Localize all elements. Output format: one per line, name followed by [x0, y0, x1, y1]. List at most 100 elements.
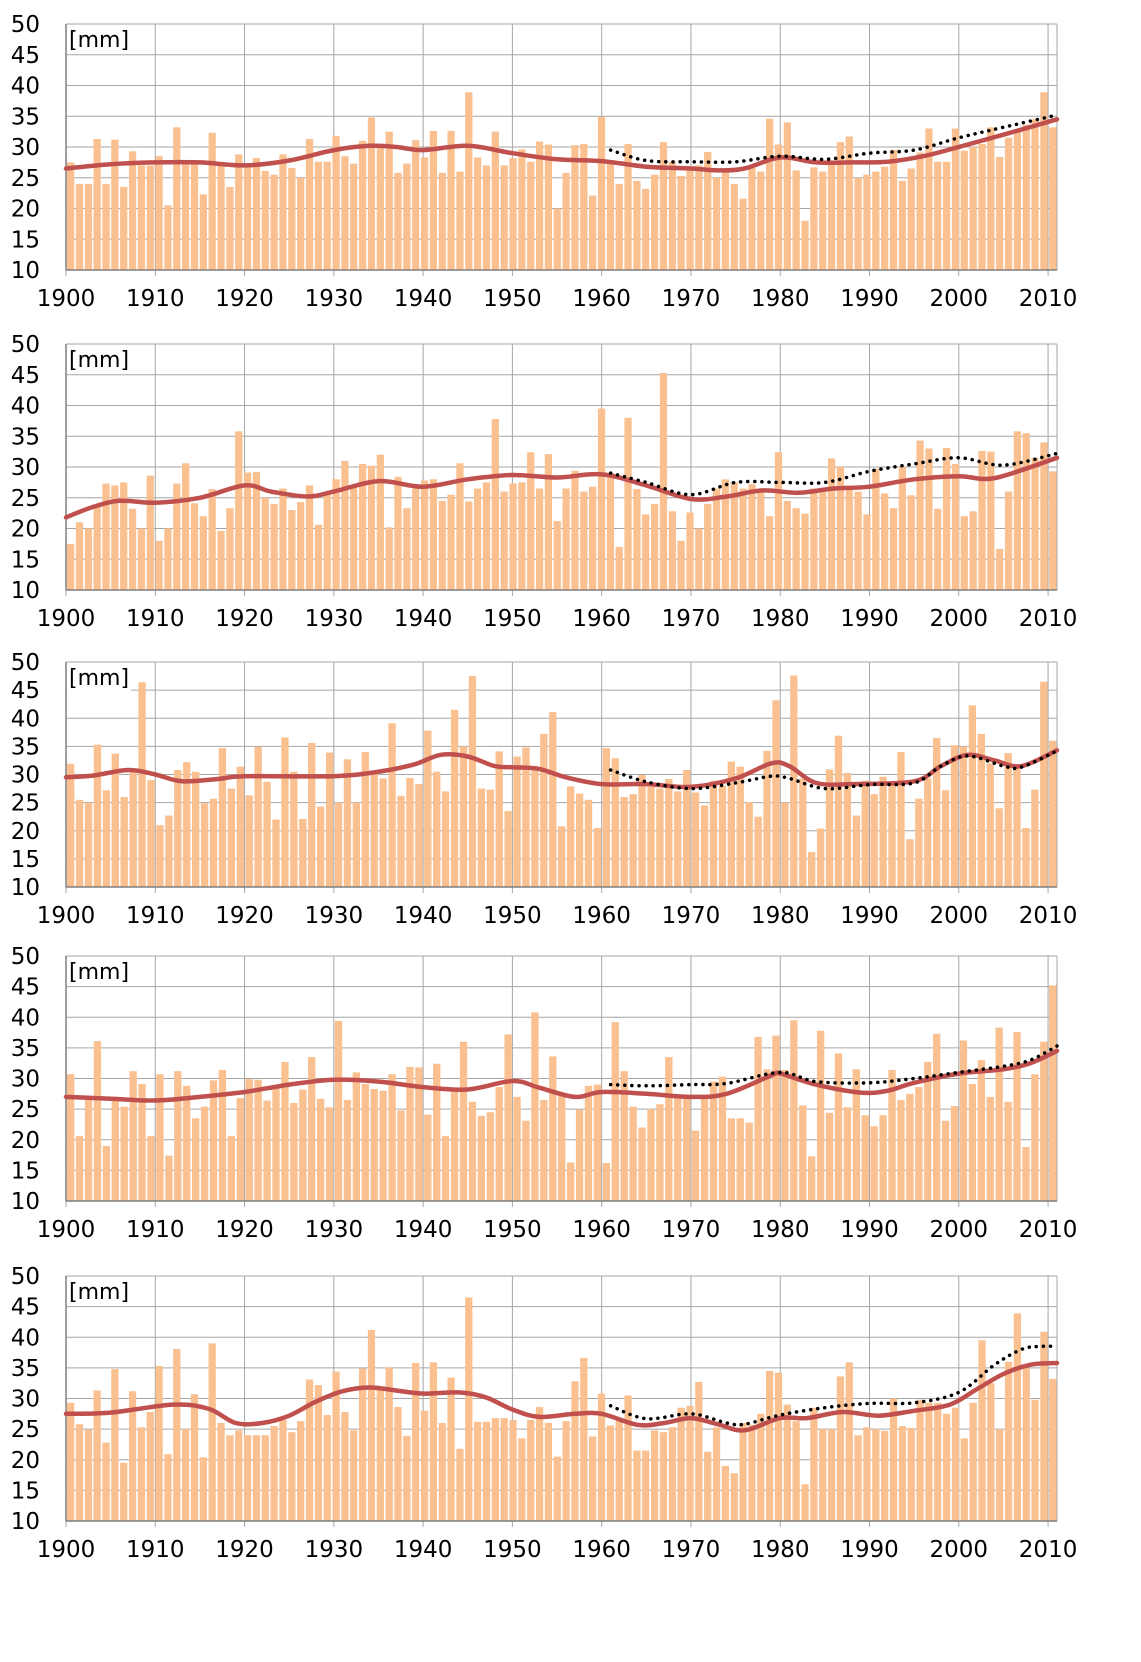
bar-1964 — [633, 180, 641, 270]
bar-1966 — [656, 1104, 664, 1201]
bar-1997 — [933, 1033, 941, 1201]
y-tick-label: 25 — [11, 791, 40, 817]
bar-2004 — [995, 808, 1003, 887]
bar-series — [67, 92, 1057, 271]
bar-1926 — [297, 1421, 305, 1521]
bar-1907 — [129, 1071, 137, 1201]
bar-1979 — [766, 516, 774, 590]
bar-1909 — [147, 1136, 155, 1201]
x-tick-label: 1940 — [394, 1217, 453, 1243]
bar-1960 — [602, 748, 611, 887]
bar-1933 — [361, 752, 369, 887]
bar-1977 — [748, 1424, 756, 1521]
bar-1906 — [120, 797, 128, 887]
bar-1931 — [341, 156, 349, 270]
bar-1971 — [700, 805, 709, 887]
bar-1905 — [111, 1097, 119, 1201]
x-tick-label: 1940 — [394, 1537, 453, 1563]
bar-1909 — [147, 780, 155, 888]
x-tick-label: 1900 — [37, 286, 96, 312]
bar-1905 — [111, 1369, 119, 1521]
y-tick-label: 15 — [11, 1478, 40, 1504]
bar-1947 — [486, 789, 494, 887]
y-tick-label: 25 — [11, 1097, 40, 1123]
smoothed-line — [63, 1360, 1060, 1433]
bar-1917 — [217, 164, 225, 270]
x-tick-label: 1950 — [483, 903, 542, 929]
x-tick-label: 1960 — [572, 1537, 631, 1563]
bar-1994 — [898, 1426, 906, 1521]
chart-panel-4: 10 15 20 25 30 35 40 45 50 1900 1910 1920 1930 1940 19… — [11, 944, 1078, 1243]
bar-1900 — [67, 763, 75, 887]
bar-1987 — [836, 467, 845, 590]
bar-1929 — [323, 492, 331, 590]
bar-1993 — [897, 1099, 905, 1201]
bar-1906 — [120, 482, 128, 591]
bar-1932 — [350, 163, 358, 270]
bar-1974 — [721, 479, 730, 590]
bar-1961 — [606, 473, 614, 590]
bar-1902 — [84, 183, 92, 270]
smoothed-line — [63, 117, 1060, 173]
bar-1974 — [727, 1118, 735, 1201]
bar-1924 — [279, 488, 287, 590]
bar-1995 — [907, 1427, 915, 1521]
bar-1956 — [562, 172, 570, 270]
bar-1942 — [438, 1423, 446, 1521]
bar-1904 — [102, 790, 111, 887]
bar-1950 — [513, 756, 521, 887]
bar-1953 — [540, 734, 548, 887]
bar-1945 — [465, 1297, 473, 1521]
bar-1985 — [825, 1112, 834, 1201]
bar-1952 — [531, 770, 539, 887]
bar-1934 — [370, 1088, 378, 1201]
bar-1956 — [566, 1162, 575, 1201]
bar-1927 — [305, 1379, 314, 1521]
bar-1965 — [642, 1450, 650, 1521]
bar-1925 — [288, 510, 296, 590]
bar-1987 — [836, 142, 845, 270]
y-tick-label: 50 — [11, 332, 40, 358]
bar-1993 — [889, 508, 898, 590]
bar-1957 — [571, 1381, 579, 1521]
bar-2006 — [1004, 137, 1013, 270]
x-tick-label: 1990 — [840, 1217, 899, 1243]
bar-1930 — [332, 479, 340, 590]
bar-1935 — [379, 1090, 387, 1201]
bar-2002 — [969, 1402, 977, 1521]
bar-1928 — [314, 1385, 322, 1521]
y-tick-label: 20 — [11, 1448, 40, 1474]
bar-1911 — [165, 815, 173, 887]
bar-1944 — [456, 1448, 464, 1521]
bar-1956 — [566, 786, 575, 887]
bar-1999 — [942, 447, 951, 590]
bar-1980 — [774, 144, 783, 270]
bar-1970 — [691, 1130, 700, 1201]
bar-1943 — [447, 494, 455, 590]
bar-1932 — [352, 802, 361, 888]
x-tick-label: 2010 — [1019, 606, 1078, 632]
smoothed-line — [63, 1048, 1060, 1103]
bar-1955 — [558, 1093, 566, 1201]
bar-1916 — [208, 132, 216, 270]
x-tick-label: 1910 — [126, 1537, 185, 1563]
bar-series — [67, 675, 1057, 888]
bar-1998 — [941, 1120, 950, 1201]
bar-1902 — [84, 1429, 92, 1521]
bar-1991 — [879, 776, 887, 887]
x-tick-label: 1930 — [305, 1537, 364, 1563]
x-tick-label: 1960 — [572, 903, 631, 929]
bar-1959 — [589, 1436, 597, 1521]
bar-1999 — [950, 1106, 959, 1201]
bar-1909 — [146, 475, 154, 590]
x-tick-label: 1970 — [662, 606, 721, 632]
bar-1922 — [261, 170, 269, 270]
bar-1966 — [650, 503, 659, 590]
bar-1983 — [801, 513, 809, 590]
bar-1957 — [571, 470, 579, 590]
bar-1971 — [695, 1381, 703, 1521]
bar-1983 — [801, 1484, 809, 1521]
bar-1981 — [783, 1404, 791, 1522]
bar-1991 — [872, 1429, 880, 1522]
